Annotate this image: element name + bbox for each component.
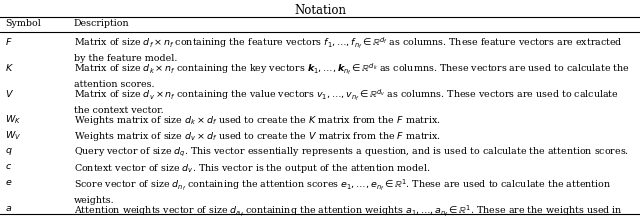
Text: Symbol: Symbol	[5, 19, 41, 28]
Text: Matrix of size $d_v \times n_f$ containing the value vectors $v_1,\ldots,v_{n_f}: Matrix of size $d_v \times n_f$ containi…	[74, 88, 618, 115]
Text: $K$: $K$	[5, 62, 14, 73]
Text: $V$: $V$	[5, 88, 14, 99]
Text: Score vector of size $d_{n_f}$ containing the attention scores $e_1,\ldots,e_{n_: Score vector of size $d_{n_f}$ containin…	[74, 178, 611, 205]
Text: Matrix of size $d_f \times n_f$ containing the feature vectors $f_1,\ldots,f_{n_: Matrix of size $d_f \times n_f$ containi…	[74, 36, 622, 63]
Text: $q$: $q$	[5, 146, 13, 157]
Text: Matrix of size $d_k \times n_f$ containing the key vectors $\boldsymbol{k}_1,\ld: Matrix of size $d_k \times n_f$ containi…	[74, 62, 629, 89]
Text: $F$: $F$	[5, 36, 13, 47]
Text: $W_K$: $W_K$	[5, 114, 21, 127]
Text: Description: Description	[74, 19, 129, 28]
Text: $c$: $c$	[5, 162, 12, 171]
Text: $a$: $a$	[5, 204, 12, 213]
Text: $W_V$: $W_V$	[5, 130, 21, 143]
Text: Context vector of size $d_v$. This vector is the output of the attention model.: Context vector of size $d_v$. This vecto…	[74, 162, 430, 175]
Text: Notation: Notation	[294, 4, 346, 17]
Text: Weights matrix of size $d_k \times d_f$ used to create the $K$ matrix from the $: Weights matrix of size $d_k \times d_f$ …	[74, 114, 440, 127]
Text: Attention weights vector of size $d_{a_f}$ containing the attention weights $a_1: Attention weights vector of size $d_{a_f…	[74, 204, 623, 216]
Text: Query vector of size $d_q$. This vector essentially represents a question, and i: Query vector of size $d_q$. This vector …	[74, 146, 628, 159]
Text: $e$: $e$	[5, 178, 13, 187]
Text: Weights matrix of size $d_v \times d_f$ used to create the $V$ matrix from the $: Weights matrix of size $d_v \times d_f$ …	[74, 130, 440, 143]
